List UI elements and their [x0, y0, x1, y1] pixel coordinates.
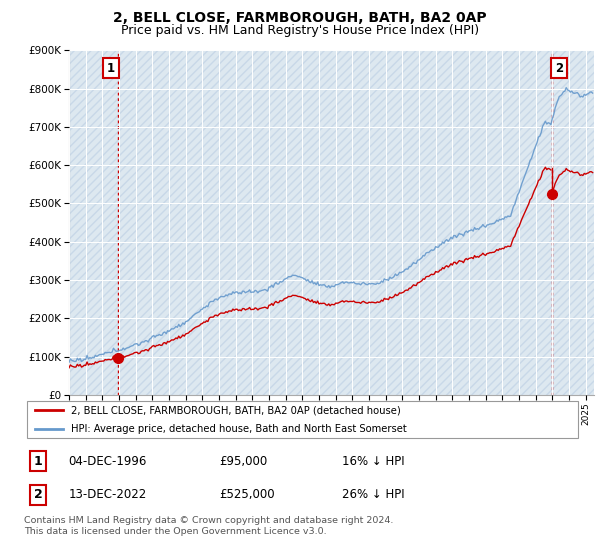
Text: £95,000: £95,000: [220, 455, 268, 468]
Text: 2, BELL CLOSE, FARMBOROUGH, BATH, BA2 0AP: 2, BELL CLOSE, FARMBOROUGH, BATH, BA2 0A…: [113, 11, 487, 25]
Text: Contains HM Land Registry data © Crown copyright and database right 2024.
This d: Contains HM Land Registry data © Crown c…: [24, 516, 394, 536]
Text: 1: 1: [34, 455, 43, 468]
Text: 13-DEC-2022: 13-DEC-2022: [68, 488, 147, 501]
Text: Price paid vs. HM Land Registry's House Price Index (HPI): Price paid vs. HM Land Registry's House …: [121, 24, 479, 36]
Text: HPI: Average price, detached house, Bath and North East Somerset: HPI: Average price, detached house, Bath…: [71, 424, 407, 433]
Text: 04-DEC-1996: 04-DEC-1996: [68, 455, 147, 468]
Text: 2: 2: [34, 488, 43, 501]
FancyBboxPatch shape: [27, 401, 578, 438]
Text: 16% ↓ HPI: 16% ↓ HPI: [342, 455, 404, 468]
Text: 2, BELL CLOSE, FARMBOROUGH, BATH, BA2 0AP (detached house): 2, BELL CLOSE, FARMBOROUGH, BATH, BA2 0A…: [71, 405, 401, 415]
Text: 2: 2: [555, 62, 563, 75]
Text: £525,000: £525,000: [220, 488, 275, 501]
Text: 26% ↓ HPI: 26% ↓ HPI: [342, 488, 404, 501]
Text: 1: 1: [107, 62, 115, 75]
